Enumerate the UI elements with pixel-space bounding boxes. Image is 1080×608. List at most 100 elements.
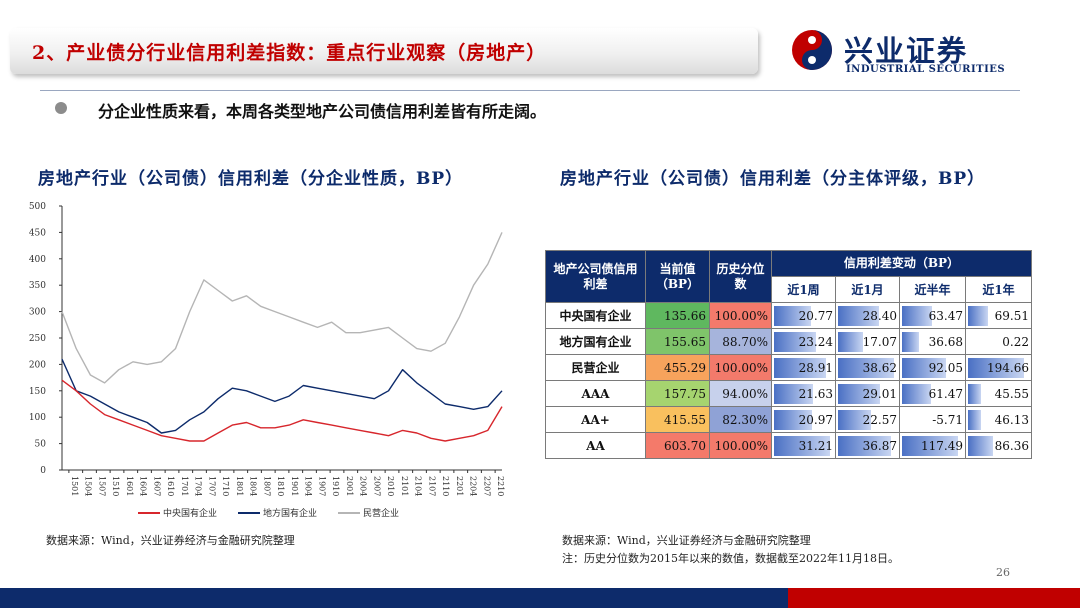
change-bar xyxy=(774,358,826,378)
change-bar xyxy=(968,410,982,430)
change-value: 92.05 xyxy=(928,360,963,375)
change-bar xyxy=(774,306,812,326)
footer-blue-band xyxy=(0,588,788,608)
table-header-name: 地产公司债信用利差 xyxy=(545,250,646,303)
table-header-period: 近1周 xyxy=(771,276,836,303)
x-tick-label: 1710 xyxy=(221,476,230,496)
change-bar xyxy=(968,306,988,326)
change-value: 0.22 xyxy=(1002,334,1029,349)
logo-english-name: INDUSTRIAL SECURITIES xyxy=(846,64,1006,75)
change-cell: -5.71 xyxy=(899,406,966,433)
current-value: 415.55 xyxy=(645,406,710,433)
change-cell: 46.13 xyxy=(965,406,1032,433)
change-bar xyxy=(838,306,880,326)
x-tick-label: 2204 xyxy=(469,476,478,496)
change-bar xyxy=(838,410,871,430)
change-value: 20.77 xyxy=(798,308,833,323)
y-tick-label: 450 xyxy=(29,228,46,238)
x-tick-label: 1601 xyxy=(125,476,134,496)
y-tick-label: 500 xyxy=(29,202,46,212)
table-header-period: 近半年 xyxy=(899,276,966,303)
change-cell: 92.05 xyxy=(899,354,966,381)
change-value: 36.68 xyxy=(928,334,963,349)
change-cell: 45.55 xyxy=(965,380,1032,407)
left-data-source: 数据来源：Wind，兴业证券经济与金融研究院整理 xyxy=(46,534,295,547)
change-value: 28.40 xyxy=(862,308,897,323)
x-tick-label: 2201 xyxy=(455,476,464,496)
x-tick-label: 2107 xyxy=(427,476,436,496)
change-bar xyxy=(838,332,863,352)
footer-red-band xyxy=(788,588,1080,608)
percentile-value: 100.00% xyxy=(709,432,772,459)
change-cell: 61.47 xyxy=(899,380,966,407)
x-tick-label: 1810 xyxy=(276,476,285,496)
y-tick-label: 150 xyxy=(29,387,46,397)
series-line xyxy=(61,379,503,442)
change-value: 21.63 xyxy=(798,386,833,401)
change-cell: 0.22 xyxy=(965,328,1032,355)
table-header-current: 当前值（BP） xyxy=(645,250,710,303)
table-row: AA+ 415.55 82.30% 20.97 22.57 -5.71 46.13 xyxy=(545,406,1032,433)
row-label: 民营企业 xyxy=(545,354,646,381)
change-bar xyxy=(774,436,830,456)
change-cell: 20.77 xyxy=(771,302,836,329)
x-tick-label: 1707 xyxy=(207,476,216,496)
x-tick-label: 2004 xyxy=(359,476,368,496)
change-cell: 86.36 xyxy=(965,432,1032,459)
y-tick-label: 0 xyxy=(40,466,46,476)
change-cell: 28.91 xyxy=(771,354,836,381)
row-label: 中央国有企业 xyxy=(545,302,646,329)
change-bar xyxy=(902,384,932,404)
x-tick-label: 1804 xyxy=(249,476,258,496)
change-bar xyxy=(968,384,982,404)
x-tick-label: 2007 xyxy=(372,476,381,496)
table-header-percentile: 历史分位数 xyxy=(709,250,772,303)
change-value: 117.49 xyxy=(921,438,963,453)
table-row: AA 603.70 100.00% 31.21 36.87 117.49 86.36 xyxy=(545,432,1032,459)
percentile-value: 100.00% xyxy=(709,354,772,381)
change-cell: 29.01 xyxy=(835,380,900,407)
logo-chinese-name: 兴业证券 xyxy=(844,34,969,68)
x-tick-label: 2101 xyxy=(400,476,409,496)
table-row: 民营企业 455.29 100.00% 28.91 38.62 92.05 194.66 xyxy=(545,354,1032,381)
change-cell: 36.68 xyxy=(899,328,966,355)
change-cell: 28.40 xyxy=(835,302,900,329)
x-tick-label: 2010 xyxy=(386,476,395,496)
x-tick-label: 1610 xyxy=(166,476,175,496)
change-cell: 31.21 xyxy=(771,432,836,459)
x-tick-label: 1501 xyxy=(70,476,79,496)
change-bar xyxy=(902,436,958,456)
change-value: 63.47 xyxy=(928,308,963,323)
x-tick-label: 1607 xyxy=(152,476,161,496)
change-value: 46.13 xyxy=(994,412,1029,427)
change-bar xyxy=(902,306,933,326)
right-data-source: 数据来源：Wind，兴业证券经济与金融研究院整理 xyxy=(562,534,811,547)
y-tick-label: 350 xyxy=(29,281,46,291)
y-tick-label: 200 xyxy=(29,360,46,370)
x-tick-label: 1904 xyxy=(304,476,313,496)
y-tick-label: 250 xyxy=(29,334,46,344)
x-tick-label: 1604 xyxy=(139,476,148,496)
x-tick-label: 2210 xyxy=(496,476,505,496)
change-cell: 20.97 xyxy=(771,406,836,433)
change-value: 45.55 xyxy=(994,386,1029,401)
header-divider xyxy=(40,90,1020,91)
change-value: -5.71 xyxy=(932,412,963,427)
left-chart-title: 房地产行业（公司债）信用利差（分企业性质，BP） xyxy=(38,169,464,189)
change-bar xyxy=(838,384,881,404)
bullet-dot xyxy=(55,102,67,114)
change-bar xyxy=(774,332,816,352)
company-logo: 兴业证券 INDUSTRIAL SECURITIES xyxy=(790,28,1030,78)
change-cell: 194.66 xyxy=(965,354,1032,381)
x-tick-label: 2001 xyxy=(345,476,354,496)
y-tick-label: 400 xyxy=(29,255,46,265)
percentile-value: 88.70% xyxy=(709,328,772,355)
y-tick-label: 100 xyxy=(29,413,46,423)
x-tick-label: 1701 xyxy=(180,476,189,496)
y-tick-label: 50 xyxy=(35,440,47,450)
change-value: 69.51 xyxy=(994,308,1029,323)
y-tick-label: 300 xyxy=(29,308,46,318)
x-tick-label: 1504 xyxy=(84,476,93,496)
section-title-bar: 2、产业债分行业信用利差指数：重点行业观察（房地产） xyxy=(10,28,758,74)
change-bar xyxy=(968,358,1024,378)
